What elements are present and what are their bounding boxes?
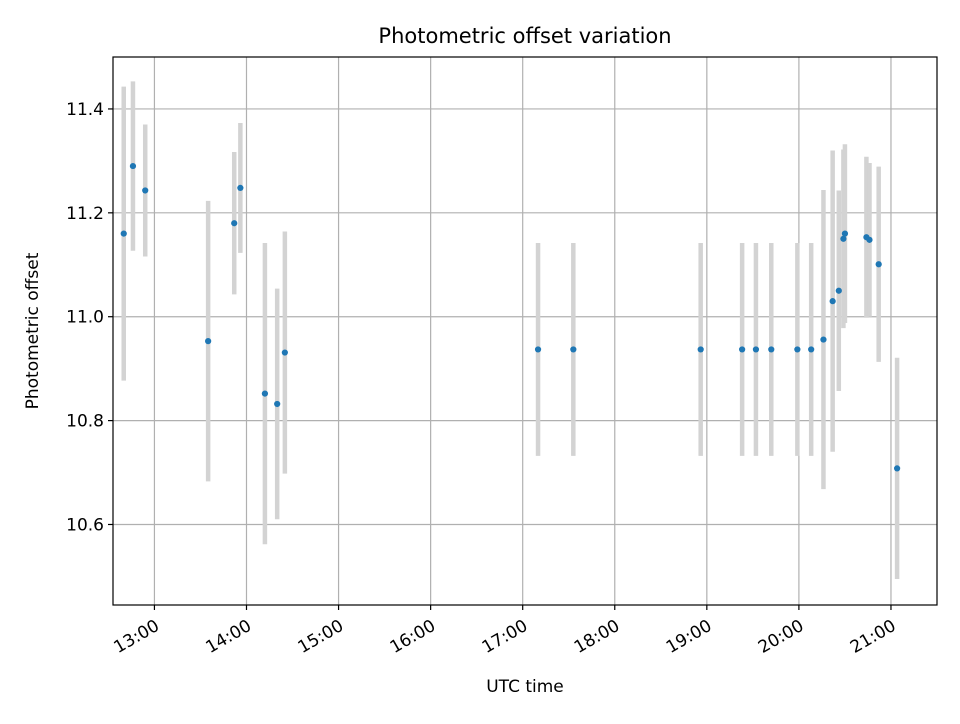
data-point: [261, 390, 269, 397]
point-layer: [120, 162, 901, 472]
y-tick-label: 11.2: [66, 204, 104, 224]
data-point: [829, 298, 836, 305]
y-tick-label: 11.0: [66, 308, 104, 328]
data-point: [281, 349, 288, 356]
data-point: [752, 346, 760, 353]
y-tick-label: 10.6: [66, 515, 104, 535]
y-tick-label: 11.4: [66, 100, 104, 120]
data-point: [237, 184, 244, 191]
grid-layer: [113, 57, 937, 605]
data-point: [129, 162, 137, 170]
y-axis-label: Photometric offset: [23, 252, 43, 409]
x-axis-label: UTC time: [486, 677, 564, 697]
data-point: [794, 346, 801, 353]
data-point: [808, 346, 815, 353]
data-point: [820, 336, 827, 343]
data-point: [534, 346, 542, 353]
data-point: [894, 465, 901, 472]
data-point: [142, 187, 149, 194]
data-point: [768, 346, 775, 353]
data-point: [875, 261, 882, 268]
data-point: [231, 220, 238, 227]
data-point: [840, 235, 847, 242]
data-point: [866, 236, 873, 243]
data-point: [841, 230, 849, 237]
data-point: [205, 338, 212, 345]
chart-title: Photometric offset variation: [378, 24, 671, 48]
y-axis-ticks: 10.6 10.8 11.0 11.2 11.4: [66, 100, 113, 535]
plot-frame: [112, 56, 938, 606]
y-tick-label: 10.8: [66, 412, 104, 432]
data-point: [697, 346, 704, 353]
data-point: [739, 346, 746, 353]
data-point: [835, 287, 842, 294]
data-point: [274, 400, 281, 408]
data-point: [120, 230, 127, 237]
data-point: [570, 346, 577, 353]
